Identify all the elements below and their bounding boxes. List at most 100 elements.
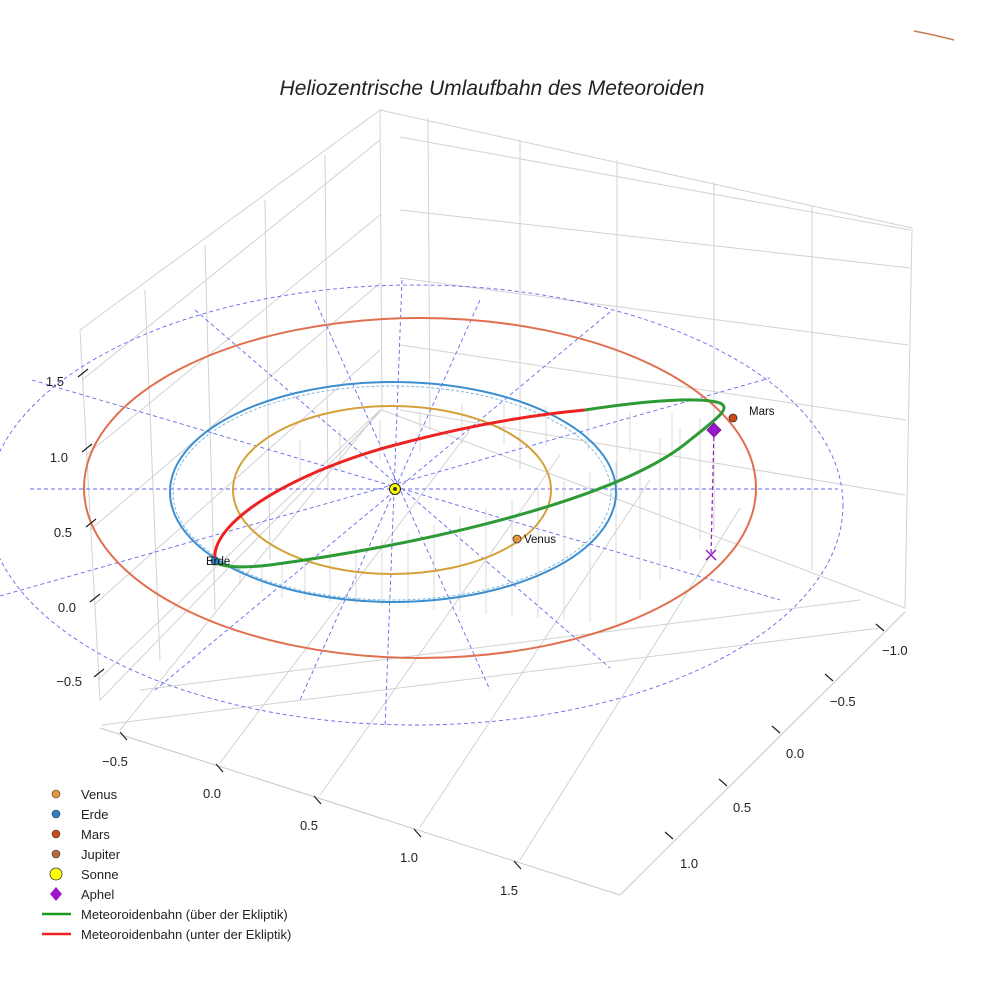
legend-item-sonne: Sonne	[49, 867, 119, 882]
earth-label: Erde	[206, 556, 230, 568]
x-tick-mark	[413, 828, 422, 838]
z-tick-label: 1.5	[46, 374, 64, 389]
venus-marker	[512, 534, 522, 544]
wall-grid	[399, 344, 907, 421]
floor-edge-front	[99, 727, 621, 896]
x-tick-mark	[215, 763, 224, 773]
legend-label-orbit-below: Meteoroidenbahn (unter der Ekliptik)	[81, 927, 291, 942]
legend-label-sonne: Sonne	[81, 867, 119, 882]
x-tick-label: 0.0	[203, 786, 221, 801]
meteoroid-orbit-below	[213, 408, 586, 561]
y-axis: −1.0 −0.5 0.0 0.5 1.0	[664, 623, 908, 871]
drop-lines	[239, 404, 701, 624]
y-tick-label: 1.0	[680, 856, 698, 871]
y-tick-mark	[664, 831, 674, 840]
legend-item-aphel: Aphel	[50, 887, 114, 902]
legend-label-venus: Venus	[81, 787, 118, 802]
legend-marker-mars	[51, 829, 61, 839]
x-tick-mark	[313, 795, 322, 805]
jupiter-orbit-arc	[913, 30, 955, 41]
z-tick-label: −0.5	[56, 674, 82, 689]
floor-grid	[319, 454, 561, 796]
mars-marker	[728, 413, 738, 423]
z-tick-mark	[77, 368, 89, 378]
aphel-marker	[706, 422, 722, 438]
x-tick-mark	[513, 860, 522, 870]
venus-label: Venus	[524, 534, 556, 546]
legend-label-mars: Mars	[81, 827, 110, 842]
mars-label: Mars	[749, 406, 775, 418]
wall-grid	[427, 117, 431, 431]
ecliptic-ring-outer	[0, 284, 844, 726]
y-tick-mark	[875, 623, 885, 632]
wall-grid	[81, 139, 381, 381]
wall-grid	[85, 214, 381, 456]
y-tick-label: 0.5	[733, 800, 751, 815]
y-tick-label: 0.0	[786, 746, 804, 761]
legend-marker-sonne	[49, 867, 63, 881]
x-axis: −0.5 0.0 0.5 1.0 1.5	[102, 731, 522, 898]
aphel-projection-cross	[705, 549, 717, 561]
legend-item-orbit-below: Meteoroidenbahn (unter der Ekliptik)	[42, 927, 291, 942]
z-tick-mark	[89, 593, 101, 603]
ecliptic-reference-grid	[0, 279, 844, 729]
mars-orbit	[83, 317, 757, 659]
legend-marker-venus	[51, 789, 61, 799]
legend: Venus Erde Mars Jupiter Sonne Aphel Mete…	[42, 787, 291, 942]
z-tick-label: 0.0	[58, 600, 76, 615]
earth-marker	[210, 556, 220, 566]
wall-grid	[89, 282, 381, 531]
back-pane-right	[379, 109, 913, 609]
legend-marker-erde	[51, 809, 61, 819]
floor-grid	[101, 627, 881, 726]
meteoroid-orbit-above	[213, 398, 726, 569]
x-tick-label: −0.5	[102, 754, 128, 769]
legend-marker-jupiter	[51, 849, 61, 859]
wall-grid	[264, 199, 271, 561]
floor-grid	[419, 479, 651, 828]
ecliptic-diagonal	[314, 299, 491, 691]
x-tick-label: 1.0	[400, 850, 418, 865]
legend-item-jupiter: Jupiter	[51, 847, 121, 862]
z-tick-label: 0.5	[54, 525, 72, 540]
ecliptic-axis-vertical	[384, 279, 403, 729]
y-tick-mark	[824, 673, 834, 682]
y-tick-label: −0.5	[830, 694, 856, 709]
legend-label-jupiter: Jupiter	[81, 847, 121, 862]
legend-item-venus: Venus	[51, 787, 118, 802]
y-tick-mark	[718, 778, 728, 787]
wall-grid	[399, 136, 911, 231]
x-tick-label: 0.5	[300, 818, 318, 833]
legend-item-erde: Erde	[51, 807, 108, 822]
floor-grid	[219, 429, 471, 764]
ecliptic-diagonal	[299, 299, 481, 701]
earth-orbit	[169, 381, 617, 603]
ecliptic-diagonal	[31, 379, 781, 601]
y-tick-mark	[771, 725, 781, 734]
earth-orbit-shadow	[172, 385, 612, 601]
axis-panes	[79, 109, 913, 896]
legend-label-aphel: Aphel	[81, 887, 114, 902]
sun-marker	[389, 483, 401, 495]
wall-grid	[399, 209, 911, 269]
floor-grid	[519, 507, 741, 861]
wall-grid	[399, 409, 906, 496]
z-tick-mark	[85, 518, 97, 528]
z-tick-label: 1.0	[50, 450, 68, 465]
legend-label-orbit-above: Meteoroidenbahn (über der Ekliptik)	[81, 907, 288, 922]
z-axis: 1.5 1.0 0.5 0.0 −0.5	[46, 368, 105, 689]
z-tick-mark	[81, 443, 93, 453]
wall-grid	[97, 409, 381, 681]
legend-marker-aphel	[50, 887, 62, 901]
x-tick-label: 1.5	[500, 883, 518, 898]
ecliptic-diagonal	[0, 377, 771, 597]
floor-edge-right	[619, 611, 906, 896]
venus-orbit	[232, 405, 552, 575]
floor-grid	[139, 599, 861, 691]
wall-grid	[324, 154, 329, 491]
legend-item-orbit-above: Meteoroidenbahn (über der Ekliptik)	[42, 907, 288, 922]
x-tick-mark	[119, 731, 128, 741]
z-tick-mark	[93, 668, 105, 678]
wall-grid	[93, 349, 381, 606]
